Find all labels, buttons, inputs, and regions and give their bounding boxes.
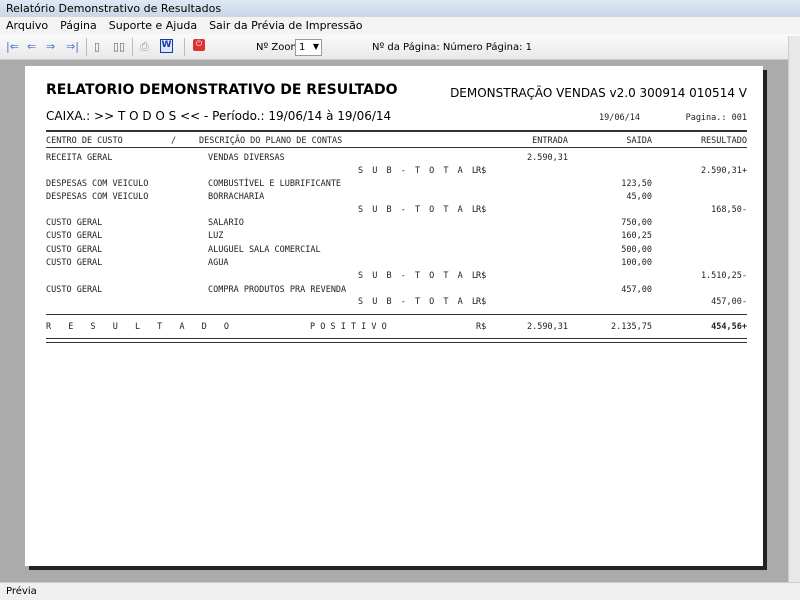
row-entrada: 2.590,31 bbox=[527, 153, 568, 163]
row-subtotal-label: S U B - T O T A L bbox=[358, 297, 479, 307]
total-label-2: P O S I T I V O bbox=[310, 322, 387, 332]
row-currency: R$ bbox=[476, 205, 487, 215]
total-saida: 2.135,75 bbox=[611, 322, 652, 332]
row-saida: 500,00 bbox=[621, 245, 652, 255]
report-title: RELATORIO DEMONSTRATIVO DE RESULTADO bbox=[46, 82, 398, 98]
row-descricao: ALUGUEL SALA COMERCIAL bbox=[208, 245, 321, 255]
menu-arquivo[interactable]: Arquivo bbox=[6, 19, 49, 32]
row-resultado: 1.510,25- bbox=[700, 271, 747, 281]
row-centro: CUSTO GERAL bbox=[46, 258, 103, 268]
print-icon[interactable]: ⎙ bbox=[140, 40, 149, 53]
zoom-value: 1 bbox=[299, 42, 306, 53]
close-preview-icon[interactable]: ⏻ bbox=[193, 39, 205, 51]
status-bar: Prévia bbox=[0, 582, 800, 600]
total-entrada: 2.590,31 bbox=[527, 322, 568, 332]
row-currency: R$ bbox=[476, 297, 487, 307]
row-saida: 123,50 bbox=[621, 179, 652, 189]
divider bbox=[46, 130, 747, 132]
row-descricao: COMPRA PRODUTOS PRA REVENDA bbox=[208, 285, 347, 295]
divider bbox=[46, 342, 747, 343]
divider bbox=[46, 338, 747, 339]
page-number: Pagina.: 001 bbox=[685, 113, 747, 123]
row-subtotal-label: S U B - T O T A L bbox=[358, 205, 479, 215]
row-centro: RECEITA GERAL bbox=[46, 153, 113, 163]
single-page-icon[interactable]: ▯ bbox=[94, 40, 101, 53]
zoom-select[interactable]: 1 ▼ bbox=[295, 39, 322, 56]
divider bbox=[46, 314, 747, 315]
divider bbox=[86, 38, 87, 56]
row-descricao: SALARIO bbox=[208, 218, 244, 228]
row-descricao: AGUA bbox=[208, 258, 229, 268]
menu-pagina[interactable]: Página bbox=[60, 19, 97, 32]
row-saida: 45,00 bbox=[626, 192, 652, 202]
page-info: Nº da Página: Número Página: 1 bbox=[372, 42, 532, 53]
report-date: 19/06/14 bbox=[599, 113, 640, 123]
row-centro: DESPESAS COM VEICULO bbox=[46, 179, 149, 189]
zoom-label: Nº Zoom bbox=[256, 42, 301, 53]
divider bbox=[46, 147, 747, 148]
row-centro: DESPESAS COM VEICULO bbox=[46, 192, 149, 202]
row-resultado: 457,00- bbox=[711, 297, 747, 307]
row-centro: CUSTO GERAL bbox=[46, 245, 103, 255]
col-entrada: ENTRADA bbox=[532, 136, 568, 146]
row-currency: R$ bbox=[476, 271, 487, 281]
vertical-scrollbar[interactable] bbox=[788, 36, 800, 582]
row-descricao: COMBUSTÍVEL E LUBRIFICANTE bbox=[208, 179, 342, 189]
row-descricao: LUZ bbox=[208, 231, 224, 241]
col-centro: CENTRO DE CUSTO bbox=[46, 136, 123, 146]
next-page-icon[interactable]: ⇒ bbox=[46, 40, 56, 53]
row-centro: CUSTO GERAL bbox=[46, 231, 103, 241]
row-subtotal-label: S U B - T O T A L bbox=[358, 271, 479, 281]
row-saida: 160,25 bbox=[621, 231, 652, 241]
word-export-icon[interactable]: W bbox=[160, 39, 173, 53]
col-sep: / bbox=[171, 136, 177, 146]
first-page-icon[interactable]: |⇐ bbox=[6, 40, 19, 53]
row-currency: R$ bbox=[476, 166, 487, 176]
row-subtotal-label: S U B - T O T A L bbox=[358, 166, 479, 176]
total-resultado: 454,56+ bbox=[711, 322, 747, 332]
row-descricao: VENDAS DIVERSAS bbox=[208, 153, 285, 163]
total-currency: R$ bbox=[476, 322, 487, 332]
menu-sair-previa[interactable]: Sair da Prévia de Impressão bbox=[209, 19, 363, 32]
divider bbox=[184, 38, 185, 56]
row-saida: 457,00 bbox=[621, 285, 652, 295]
col-resultado: RESULTADO bbox=[700, 136, 747, 146]
row-saida: 100,00 bbox=[621, 258, 652, 268]
caixa-periodo: CAIXA.: >> T O D O S << - Período.: 19/0… bbox=[46, 109, 392, 123]
toolbar: |⇐ ⇐ ⇒ ⇒| ▯ ▯▯ ⎙ W ⏻ Nº Zoom 1 ▼ Nº da Pá… bbox=[0, 34, 800, 60]
row-resultado: 2.590,31+ bbox=[700, 166, 747, 176]
prev-page-icon[interactable]: ⇐ bbox=[27, 40, 37, 53]
report-page: RELATORIO DEMONSTRATIVO DE RESULTADO DEM… bbox=[25, 66, 763, 566]
col-descricao: DESCRIÇÃO DO PLANO DE CONTAS bbox=[199, 136, 343, 146]
col-saida: SAIDA bbox=[626, 136, 652, 146]
row-saida: 750,00 bbox=[621, 218, 652, 228]
row-resultado: 168,50- bbox=[711, 205, 747, 215]
report-version: DEMONSTRAÇÃO VENDAS v2.0 300914 010514 V bbox=[450, 86, 747, 100]
row-centro: CUSTO GERAL bbox=[46, 218, 103, 228]
row-descricao: BORRACHARIA bbox=[208, 192, 265, 202]
chevron-down-icon: ▼ bbox=[312, 42, 319, 51]
two-pages-icon[interactable]: ▯▯ bbox=[113, 40, 126, 53]
divider bbox=[132, 38, 133, 56]
row-centro: CUSTO GERAL bbox=[46, 285, 103, 295]
menu-bar: Arquivo Página Suporte e Ajuda Sair da P… bbox=[0, 17, 800, 34]
window-title: Relatório Demonstrativo de Resultados bbox=[0, 0, 800, 17]
total-label: R E S U L T A D O bbox=[46, 322, 229, 332]
last-page-icon[interactable]: ⇒| bbox=[66, 40, 79, 53]
menu-suporte[interactable]: Suporte e Ajuda bbox=[108, 19, 198, 32]
